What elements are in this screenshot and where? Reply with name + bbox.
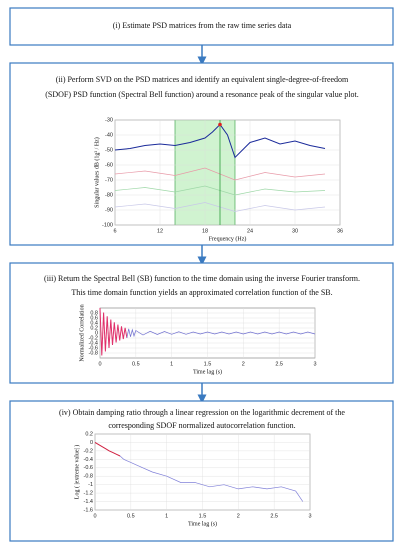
- x-tick-label: 1.5: [204, 361, 212, 367]
- x-tick-label: 6: [113, 228, 116, 234]
- plot-area: [114, 119, 341, 226]
- y-tick-label: -50: [105, 147, 113, 153]
- step-text: (ii) Perform SVD on the PSD matrices and…: [56, 75, 349, 84]
- y-tick-label: -40: [105, 132, 113, 138]
- y-tick-label: -0.6: [89, 345, 98, 351]
- step-text: This time domain function yields an appr…: [71, 288, 332, 297]
- x-tick-label: 0.5: [132, 361, 140, 367]
- x-axis-label: Time lag (s): [193, 368, 222, 375]
- y-tick-label: -1.6: [84, 507, 93, 513]
- y-tick-label: -60: [105, 162, 113, 168]
- y-tick-label: -0.4: [89, 340, 98, 346]
- y-tick-label: -70: [105, 177, 113, 183]
- y-tick-label: -100: [102, 222, 113, 228]
- series-line: [119, 455, 304, 502]
- series-line: [99, 307, 128, 356]
- series-line: [94, 441, 121, 457]
- y-tick-label: -90: [105, 207, 113, 213]
- step-text: (iv) Obtain damping ratio through a line…: [59, 408, 345, 417]
- y-tick-label: 0.6: [90, 315, 98, 321]
- x-tick-label: 3: [313, 361, 316, 367]
- x-tick-label: 2.5: [270, 513, 278, 519]
- y-tick-label: -0.2: [84, 448, 93, 454]
- x-tick-label: 12: [157, 228, 163, 234]
- series-line: [126, 328, 316, 338]
- y-tick-label: -80: [105, 192, 113, 198]
- x-tick-label: 36: [337, 228, 343, 234]
- y-tick-label: 0: [95, 330, 98, 336]
- y-tick-label: -1.2: [84, 491, 93, 497]
- step-text: (iii) Return the Spectral Bell (SB) func…: [44, 274, 360, 283]
- y-tick-label: -30: [105, 117, 113, 123]
- step-text: (i) Estimate PSD matrices from the raw t…: [113, 21, 292, 30]
- y-tick-label: -0.8: [84, 474, 93, 480]
- peak-marker: [218, 122, 222, 127]
- x-tick-label: 2: [242, 361, 245, 367]
- y-axis-label: Singular values dB (1g² / Hz): [93, 137, 100, 208]
- x-axis-label: Frequency (Hz): [209, 235, 247, 242]
- x-tick-label: 30: [292, 228, 298, 234]
- x-tick-label: 0: [93, 513, 96, 519]
- y-tick-label: -0.8: [89, 350, 98, 356]
- y-axis-label: Log ( |extreme value| ): [73, 445, 80, 499]
- y-tick-label: -1.4: [84, 499, 93, 505]
- x-tick-label: 1.5: [199, 513, 207, 519]
- y-tick-label: -1: [88, 482, 93, 488]
- step-text: (SDOF) PSD function (Spectral Bell funct…: [45, 90, 358, 99]
- x-tick-label: 0.5: [127, 513, 135, 519]
- y-tick-label: 0: [90, 440, 93, 446]
- y-tick-label: -0.4: [84, 457, 93, 463]
- y-tick-label: 0.2: [90, 325, 98, 331]
- x-tick-label: 1: [170, 361, 173, 367]
- x-tick-label: 0: [98, 361, 101, 367]
- y-tick-label: -0.6: [84, 465, 93, 471]
- x-tick-label: 3: [308, 513, 311, 519]
- x-tick-label: 18: [202, 228, 208, 234]
- y-tick-label: -0.2: [89, 335, 98, 341]
- step-text: corresponding SDOF normalized autocorrel…: [108, 421, 295, 430]
- y-tick-label: 0.4: [90, 320, 98, 326]
- y-tick-label: 0.8: [90, 310, 98, 316]
- x-tick-label: 2: [237, 513, 240, 519]
- x-tick-label: 2.5: [275, 361, 283, 367]
- x-tick-label: 24: [247, 228, 253, 234]
- x-axis-label: Time lag (s): [188, 520, 217, 527]
- y-axis-label: Normalized Correlation: [79, 304, 85, 361]
- step-box: [9, 7, 394, 46]
- x-tick-label: 1: [165, 513, 168, 519]
- y-tick-label: 0.2: [85, 431, 93, 437]
